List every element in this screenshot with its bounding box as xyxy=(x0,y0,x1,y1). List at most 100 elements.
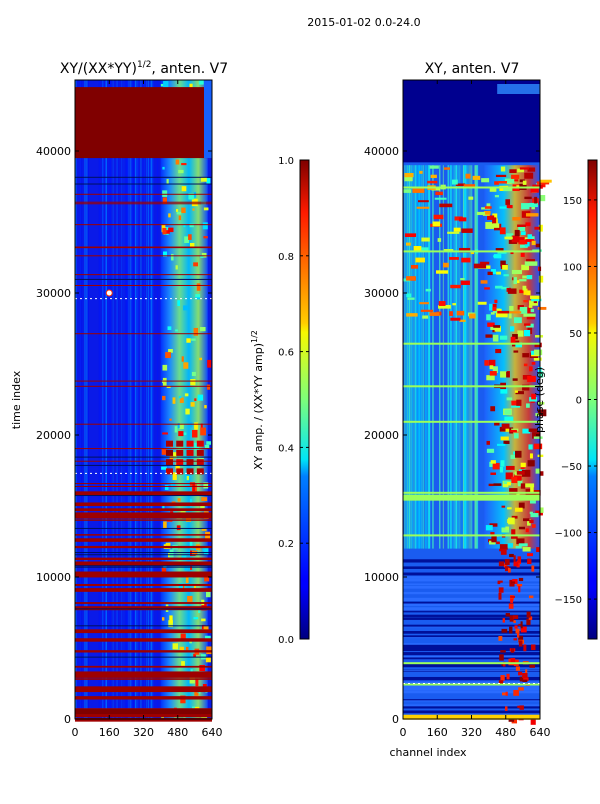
panel1-ytick-label: 30000 xyxy=(36,287,71,300)
panel2-speckle xyxy=(505,472,513,480)
panel1-speckle xyxy=(176,525,181,531)
panel1-dark-row xyxy=(75,176,212,178)
panel1-flag-row xyxy=(75,491,212,493)
panel2-speckle xyxy=(527,375,536,382)
panel2-noise-column xyxy=(454,165,456,549)
panel1-speckle xyxy=(191,338,196,341)
panel2-lower-hot xyxy=(508,603,514,609)
panel2-lower-hot xyxy=(498,592,502,600)
panel2-upper-speckle xyxy=(511,174,520,179)
panel1-flag-row xyxy=(75,333,212,335)
colorbar1-ticks: 0.0 0.2 0.4 0.6 0.8 1.0 xyxy=(278,156,309,646)
panel2-upper-speckle xyxy=(419,170,423,174)
panel2-xtick-label: 640 xyxy=(530,726,551,739)
panel2-speckle xyxy=(538,275,544,283)
panel2-noise-column xyxy=(463,165,466,549)
panel2-noise-column xyxy=(407,165,409,549)
panel2-speckle xyxy=(497,443,506,446)
panel1-noise-column xyxy=(143,80,146,719)
panel1-speckle xyxy=(172,397,176,404)
panel1-dark-row xyxy=(75,565,212,567)
panel2-upper-speckle xyxy=(413,246,422,251)
panel2-upper-speckle xyxy=(463,184,476,188)
panel2-upper-speckle xyxy=(523,300,529,303)
panel2-speckle xyxy=(500,389,508,394)
panel1-flag-row xyxy=(75,602,212,604)
panel1-dark-row xyxy=(75,495,212,497)
panel1-flag-row xyxy=(75,672,212,676)
panel2-upper-speckle xyxy=(412,188,425,193)
colorbar2-tick-label: −50 xyxy=(561,462,582,473)
panel2-speckle xyxy=(539,507,544,513)
panel2-lower-hot xyxy=(504,559,510,565)
panel1-noise-column xyxy=(156,80,159,719)
panel1-ylabel: time index xyxy=(10,370,23,429)
panel1-speckle xyxy=(194,690,199,696)
panel2-upper-speckle xyxy=(537,181,550,185)
panel1-speckle xyxy=(161,566,167,574)
panel2-upper-speckle xyxy=(449,257,459,260)
panel1-speckle xyxy=(161,466,167,470)
panel2-upper-speckle xyxy=(473,263,487,269)
panel2-lower-hot xyxy=(517,556,522,563)
panel2-speckle xyxy=(529,519,534,524)
panel2-upper-speckle xyxy=(517,168,524,173)
colorbar1-tick-label: 0.2 xyxy=(278,539,294,550)
panel2-speckle xyxy=(510,251,514,255)
panel2-speckle xyxy=(523,330,531,337)
panel2-speckle xyxy=(521,203,530,210)
panel1-speckle xyxy=(162,190,168,197)
panel2-top-strip xyxy=(497,84,540,94)
panel2-speckle xyxy=(530,485,534,492)
panel2-lower-hot xyxy=(520,621,523,629)
panel2-speckle xyxy=(513,317,522,324)
panel2-upper-speckle xyxy=(476,211,486,216)
panel2-upper-speckle xyxy=(461,228,473,233)
panel2-upper-speckle xyxy=(453,227,461,232)
panel2-upper-speckle xyxy=(511,269,522,275)
panel2-speckle xyxy=(527,519,531,526)
panel1-flag-row xyxy=(75,247,212,249)
panel1-speckle xyxy=(181,661,185,668)
panel1-flag-row xyxy=(75,255,212,257)
panel2-lower-hot xyxy=(499,654,504,661)
panel2-speckle xyxy=(511,529,516,535)
panel2-speckle xyxy=(523,237,530,240)
panel2-upper-speckle xyxy=(429,312,440,316)
panel1-hot-cell xyxy=(186,440,194,447)
panel2-speckle xyxy=(538,402,545,405)
panel2-upper-speckle xyxy=(497,310,510,314)
panel1-speckle xyxy=(201,252,207,258)
panel2-speckle xyxy=(499,426,506,432)
panel1-speckle xyxy=(204,405,207,409)
panel1-speckle xyxy=(192,208,195,211)
panel1-noise-column xyxy=(137,80,139,719)
panel2-upper-speckle xyxy=(481,178,490,183)
panel1-speckle xyxy=(169,615,173,624)
panel2-upper-speckle xyxy=(509,305,514,311)
amplitude-colorbar: 0.0 0.2 0.4 0.6 0.8 1.0 XY amp. / (XX*YY amp)… xyxy=(250,156,310,646)
panel2-speckle xyxy=(528,444,533,450)
panel1-speckle xyxy=(177,498,181,502)
panel2-upper-speckle xyxy=(419,302,429,305)
panel1-speckle xyxy=(177,300,181,307)
panel1-flag-row xyxy=(75,638,212,642)
panel1-flag-row xyxy=(75,665,212,668)
panel1-speckle xyxy=(206,384,211,390)
panel1-speckle xyxy=(172,472,177,480)
panel2-speckle xyxy=(492,217,497,224)
panel1-flag-row xyxy=(75,274,212,276)
panel1-ytick-label: 0 xyxy=(64,713,71,726)
panel2-speckle xyxy=(515,450,522,458)
panel2-upper-speckle xyxy=(427,180,438,184)
figure-suptitle: 2015-01-02 0.0-24.0 xyxy=(307,16,420,29)
panel1-speckle xyxy=(166,178,169,184)
panel1-speckle xyxy=(164,485,169,491)
panel1-speckle xyxy=(183,305,188,311)
panel1-speckle xyxy=(161,617,165,621)
panel1-speckle xyxy=(163,81,169,89)
panel2-speckle xyxy=(490,472,496,475)
panel2-lower-hot xyxy=(513,555,516,563)
panel1-flag-row xyxy=(75,193,212,195)
panel2-upper-speckle xyxy=(512,217,521,221)
